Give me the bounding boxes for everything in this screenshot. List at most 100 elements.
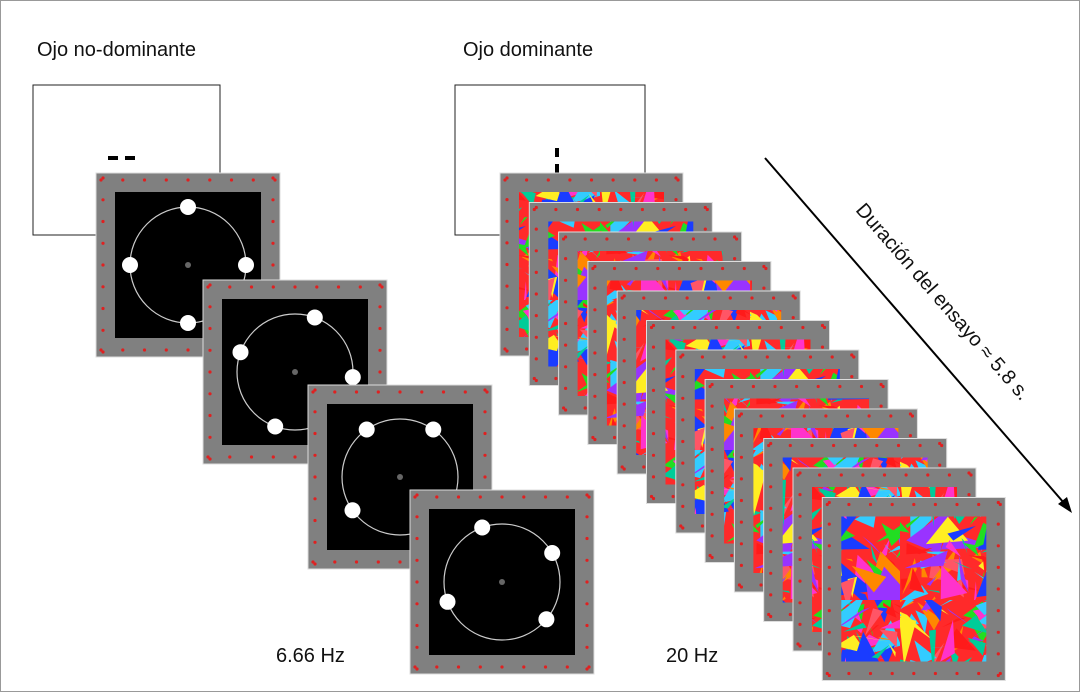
red-dot (101, 328, 105, 332)
fixation-mark (108, 156, 118, 160)
red-dot (710, 555, 714, 560)
red-dot (101, 306, 105, 311)
red-dot (940, 443, 944, 448)
red-dot (415, 536, 419, 541)
red-dot (415, 623, 419, 628)
red-dot (955, 671, 959, 676)
red-dot (251, 178, 255, 182)
red-dot (522, 495, 526, 499)
fixation-mark (125, 156, 135, 160)
red-dot (674, 198, 678, 202)
red-dot (585, 623, 589, 628)
red-dot (420, 390, 424, 394)
red-dot (827, 587, 831, 591)
red-dot (313, 453, 317, 457)
red-dot (415, 580, 419, 584)
red-dot (208, 392, 212, 396)
red-dot (908, 412, 913, 416)
fixation-mark (555, 148, 559, 157)
red-dot (376, 390, 380, 394)
red-dot (796, 473, 800, 477)
red-dot (483, 475, 487, 479)
red-dot (483, 453, 487, 457)
red-dot (358, 285, 362, 289)
red-dot (293, 285, 297, 289)
red-dot (585, 536, 589, 541)
red-dot (955, 502, 959, 507)
red-dot (996, 587, 1000, 591)
red-dot (564, 278, 568, 282)
red-dot (685, 296, 689, 300)
red-dot (801, 325, 805, 330)
red-dot (681, 375, 685, 379)
red-dot (505, 349, 509, 353)
red-dot (798, 644, 802, 648)
red-dot (622, 467, 626, 471)
red-dot (525, 347, 529, 351)
fixation-mark (555, 164, 559, 173)
red-dot (313, 410, 317, 414)
red-dot (739, 498, 744, 503)
red-dot (681, 439, 685, 444)
red-dot (681, 526, 685, 530)
red-dot (626, 237, 631, 241)
red-dot (611, 178, 615, 182)
red-dot (850, 353, 854, 357)
red-dot (620, 296, 624, 300)
red-dot (354, 560, 359, 564)
red-dot (737, 583, 742, 587)
red-dot (186, 348, 190, 352)
red-dot (634, 266, 638, 271)
red-dot (700, 355, 705, 359)
red-dot (765, 355, 769, 359)
red-dot (564, 235, 568, 239)
disc (267, 418, 284, 435)
red-dot (739, 412, 744, 416)
red-dot (293, 455, 297, 459)
red-dot (681, 353, 685, 357)
red-dot (977, 502, 981, 507)
disc (238, 257, 254, 273)
disc (344, 369, 361, 386)
center-dot (185, 262, 191, 268)
red-dot (605, 237, 609, 241)
red-dot (703, 227, 707, 231)
red-dot (977, 671, 981, 676)
red-dot (208, 283, 212, 287)
red-dot (788, 443, 792, 448)
red-dot (710, 426, 714, 430)
red-dot (142, 348, 147, 352)
red-dot (564, 300, 568, 304)
red-dot (651, 345, 656, 349)
red-dot (722, 355, 726, 359)
red-dot (912, 671, 916, 676)
red-dot (376, 560, 380, 564)
red-dot (798, 493, 802, 497)
red-dot (739, 585, 744, 589)
red-dot (868, 671, 873, 676)
red-dot (101, 350, 105, 354)
red-dot (99, 178, 103, 182)
red-dot (583, 237, 587, 241)
red-dot (648, 237, 652, 241)
red-dot (739, 563, 744, 568)
red-dot (681, 483, 685, 487)
red-dot (587, 665, 591, 669)
red-dot (744, 355, 748, 359)
red-dot (827, 500, 831, 505)
red-dot (651, 323, 656, 328)
red-dot (938, 441, 942, 446)
red-dot (554, 207, 558, 212)
red-dot (896, 443, 901, 448)
red-dot (589, 178, 594, 182)
red-dot (534, 378, 538, 383)
red-dot (543, 495, 548, 499)
red-dot (762, 286, 766, 290)
red-dot (769, 614, 773, 619)
red-dot (121, 348, 125, 352)
red-dot (591, 435, 595, 440)
red-dot (904, 473, 908, 477)
red-dot (769, 506, 773, 510)
red-dot (485, 390, 489, 394)
red-dot (684, 207, 688, 212)
